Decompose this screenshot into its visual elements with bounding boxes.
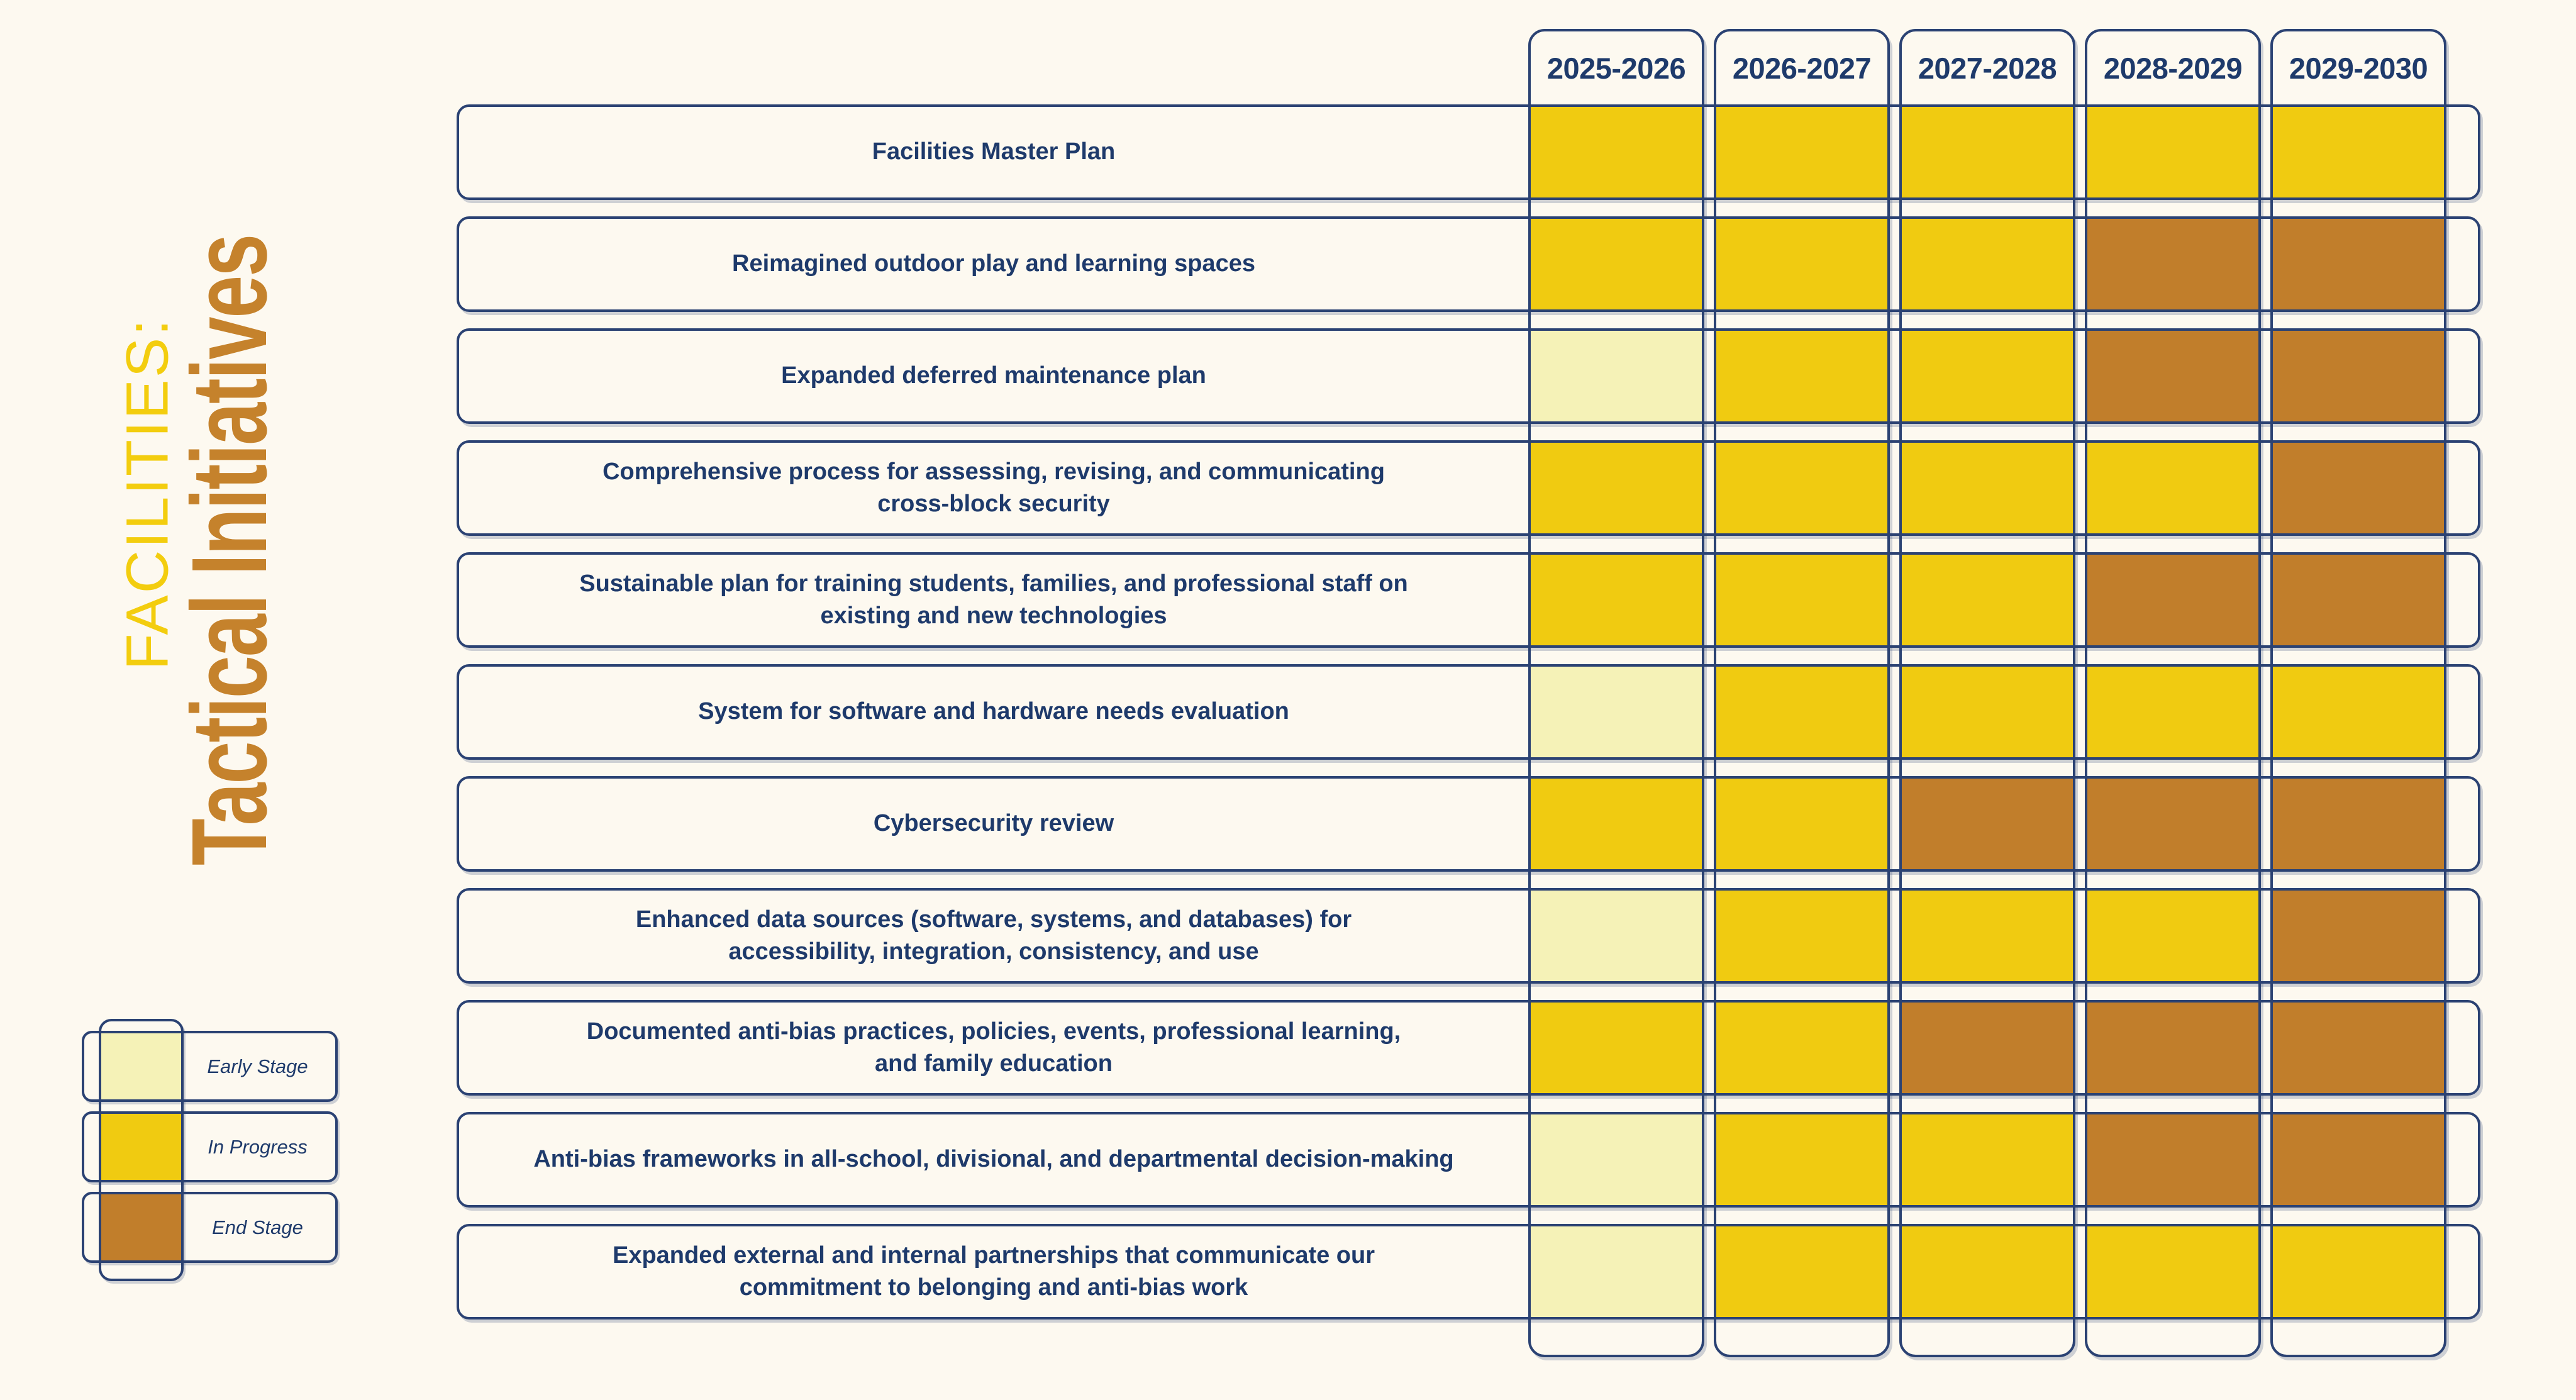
status-cell (2085, 888, 2261, 984)
status-cell (2270, 440, 2446, 536)
initiative-row: System for software and hardware needs e… (457, 664, 2480, 760)
status-cell (2085, 776, 2261, 872)
status-cell (2085, 552, 2261, 648)
status-cell (1899, 1224, 2075, 1319)
legend-swatch-end (101, 1194, 181, 1261)
status-cell (2270, 216, 2446, 312)
initiative-row: Comprehensive process for assessing, rev… (457, 440, 2480, 536)
initiative-row: Documented anti-bias practices, policies… (457, 1000, 2480, 1096)
column-header: 2028-2029 (2103, 51, 2243, 85)
initiative-row: Anti-bias frameworks in all-school, divi… (457, 1112, 2480, 1208)
status-cell (2270, 1112, 2446, 1208)
year-column: 2025-2026 (1528, 29, 1704, 1357)
initiative-label: System for software and hardware needs e… (698, 698, 1289, 725)
column-header: 2029-2030 (2289, 51, 2428, 85)
status-cell (1899, 328, 2075, 424)
status-cell (1714, 440, 1890, 536)
status-cell (2270, 328, 2446, 424)
status-cell (2270, 1224, 2446, 1319)
status-cell (1528, 552, 1704, 648)
column-header: 2027-2028 (1918, 51, 2057, 85)
status-cell (2270, 104, 2446, 200)
status-cell (1714, 552, 1890, 648)
status-cell (1528, 216, 1704, 312)
column-header: 2025-2026 (1546, 51, 1686, 85)
status-cell (1899, 1112, 2075, 1208)
initiative-row: Enhanced data sources (software, systems… (457, 888, 2480, 984)
status-cell (1528, 1000, 1704, 1096)
initiative-row: Reimagined outdoor play and learning spa… (457, 216, 2480, 312)
legend-item-early: Early Stage (82, 1031, 338, 1102)
legend-label: End Stage (212, 1216, 303, 1238)
legend-item-end: End Stage (82, 1192, 338, 1263)
status-cell (1714, 1000, 1890, 1096)
status-cell (1714, 664, 1890, 760)
legend-item-in_progress: In Progress (82, 1111, 338, 1182)
status-cell (2085, 1224, 2261, 1319)
status-cell (2085, 1112, 2261, 1208)
status-cell (1714, 104, 1890, 200)
initiative-label: Enhanced data sources (software, systems… (635, 906, 1352, 965)
initiative-label: Comprehensive process for assessing, rev… (602, 458, 1385, 517)
initiative-row: Sustainable plan for training students, … (457, 552, 2480, 648)
initiative-label: Documented anti-bias practices, policies… (586, 1018, 1401, 1077)
status-cell (2085, 328, 2261, 424)
year-column: 2027-2028 (1899, 29, 2075, 1357)
status-cell (1899, 104, 2075, 200)
status-cell (1528, 776, 1704, 872)
status-cell (1899, 776, 2075, 872)
legend-label: Early Stage (207, 1055, 308, 1077)
initiative-label: Anti-bias frameworks in all-school, divi… (533, 1146, 1454, 1173)
status-cell (1528, 440, 1704, 536)
status-cell (2085, 1000, 2261, 1096)
status-cell (2085, 440, 2261, 536)
legend-swatch-in_progress (101, 1113, 181, 1181)
status-cell (1528, 104, 1704, 200)
legend-label: In Progress (208, 1135, 308, 1158)
status-cell (1528, 1112, 1704, 1208)
year-column: 2028-2029 (2085, 29, 2261, 1357)
initiative-label: Cybersecurity review (873, 810, 1114, 837)
initiative-label: Reimagined outdoor play and learning spa… (732, 250, 1255, 277)
status-cell (2085, 216, 2261, 312)
status-cell (1714, 776, 1890, 872)
legend-swatch-early (101, 1033, 181, 1100)
status-cell (1714, 1224, 1890, 1319)
status-cell (1899, 440, 2075, 536)
status-cell (1714, 1112, 1890, 1208)
status-cell (2270, 552, 2446, 648)
status-cell (1714, 888, 1890, 984)
status-cell (1528, 328, 1704, 424)
status-cell (1528, 1224, 1704, 1319)
column-header: 2026-2027 (1732, 51, 1872, 85)
initiative-row: Facilities Master Plan (457, 104, 2480, 200)
year-column: 2029-2030 (2270, 29, 2446, 1357)
initiative-label: Facilities Master Plan (872, 138, 1116, 165)
initiative-row: Expanded external and internal partnersh… (457, 1224, 2480, 1319)
status-cell (2085, 664, 2261, 760)
initiative-row: Expanded deferred maintenance plan (457, 328, 2480, 424)
page-title: Tactical Initiatives (170, 235, 289, 866)
status-cell (1899, 552, 2075, 648)
legend-swatch-column (99, 1019, 184, 1281)
status-cell (2270, 776, 2446, 872)
status-cell (2270, 1000, 2446, 1096)
initiative-label: Expanded external and internal partnersh… (612, 1242, 1375, 1301)
initiative-row: Cybersecurity review (457, 776, 2480, 872)
status-cell (1899, 888, 2075, 984)
status-cell (2270, 888, 2446, 984)
status-cell (1528, 664, 1704, 760)
status-cell (1714, 328, 1890, 424)
initiative-label: Sustainable plan for training students, … (579, 570, 1408, 629)
status-cell (1899, 216, 2075, 312)
status-cell (1714, 216, 1890, 312)
status-cell (1899, 1000, 2075, 1096)
status-cell (2085, 104, 2261, 200)
initiative-label: Expanded deferred maintenance plan (781, 362, 1206, 389)
year-column: 2026-2027 (1714, 29, 1890, 1357)
status-cell (2270, 664, 2446, 760)
status-cell (1528, 888, 1704, 984)
status-cell (1899, 664, 2075, 760)
